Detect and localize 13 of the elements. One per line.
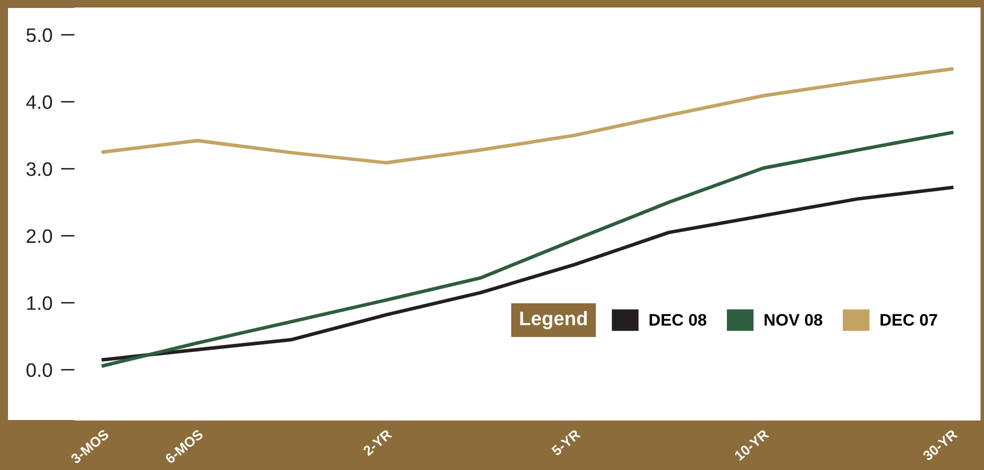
y-tick-label: 1.0: [27, 296, 52, 310]
y-tick-label: 3.0: [26, 162, 52, 176]
legend-label: DEC 07: [880, 314, 938, 326]
line-series: [102, 186, 954, 362]
y-tick-label: 2.0: [26, 229, 52, 244]
legend-label: DEC 08: [650, 314, 706, 326]
line-series: [102, 67, 954, 164]
y-tick-label: 4.0: [26, 95, 52, 110]
legend-title: Legend: [520, 311, 587, 330]
line-series: [102, 130, 954, 368]
legend-label: NOV 08: [764, 314, 822, 326]
y-tick-label: 5.0: [26, 28, 52, 42]
y-tick-label: 0.0: [26, 363, 52, 377]
